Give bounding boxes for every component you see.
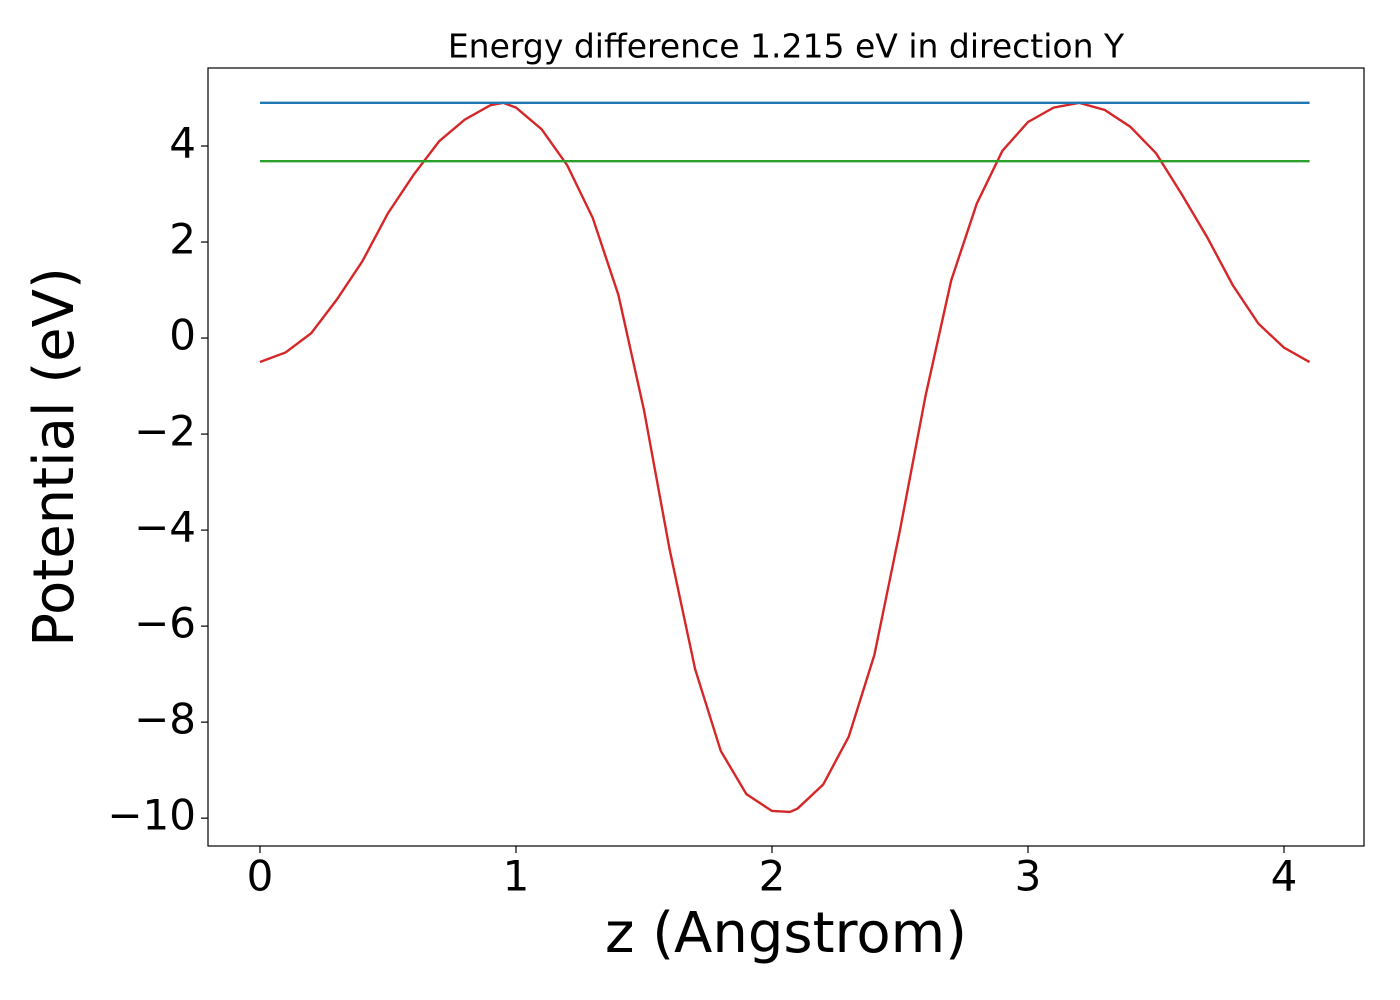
x-axis-label: z (Angstrom) [605, 901, 967, 966]
chart-title: Energy difference 1.215 eV in direction … [448, 27, 1125, 66]
x-tick-label: 1 [503, 852, 530, 901]
y-tick-label: 0 [169, 311, 196, 360]
y-axis-label: Potential (eV) [22, 267, 87, 647]
y-tick-label: 4 [169, 119, 196, 168]
x-tick-label: 3 [1015, 852, 1042, 901]
y-tick-label: −4 [134, 503, 196, 552]
x-tick-label: 0 [247, 852, 274, 901]
line-series [259, 101, 1311, 814]
x-tick-label: 4 [1271, 852, 1298, 901]
y-tick-label: 2 [169, 215, 196, 264]
plot-frame [207, 67, 1365, 847]
y-tick-label: −2 [134, 407, 196, 456]
x-tick-label: 2 [759, 852, 786, 901]
y-tick-label: −6 [134, 599, 196, 648]
y-tick-label: −10 [107, 791, 196, 840]
y-tick-label: −8 [134, 695, 196, 744]
